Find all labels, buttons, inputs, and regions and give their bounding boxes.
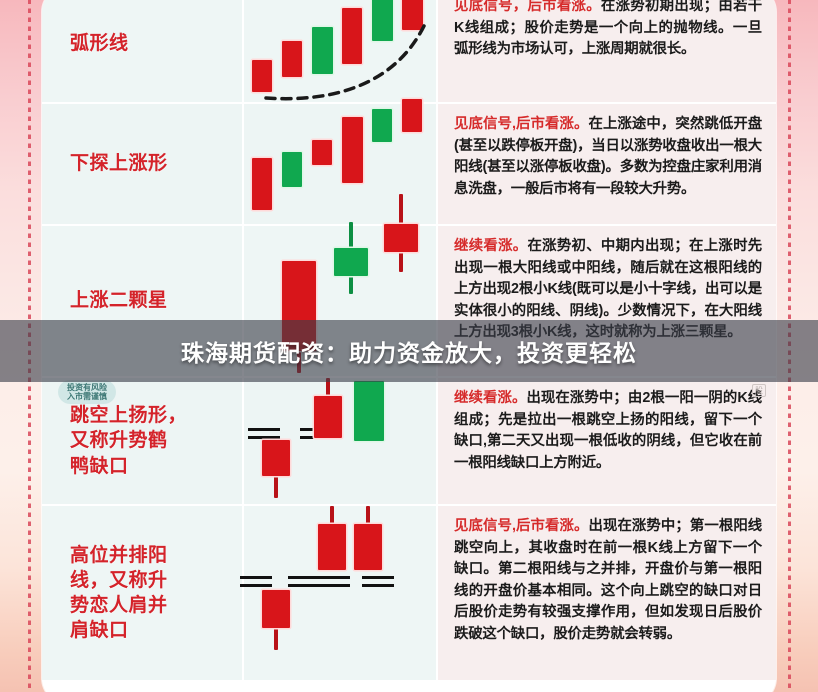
candle-bullish <box>402 0 423 30</box>
candle-bullish <box>314 396 342 438</box>
gap-marker-line <box>318 576 350 579</box>
pattern-label-cell: 下探上涨形 <box>42 104 242 224</box>
pattern-description-cell: 见底信号，后市看涨。在涨势初期出现；由若干K线组成；股价走势是一个向上的抛物线。… <box>438 0 776 102</box>
candle-bullish <box>402 99 422 132</box>
candlestick-chart-cell <box>242 378 438 504</box>
pattern-description-text: 见底信号，后市看涨。在涨势初期出现；由若干K线组成；股价走势是一个向上的抛物线。… <box>454 0 762 61</box>
candle-bullish <box>262 590 290 628</box>
description-body: 在涨势初期出现；由若干K线组成；股价走势是一个向上的抛物线。一旦弧形线为市场认可… <box>454 0 762 58</box>
candle-wick <box>349 276 353 294</box>
candlestick-chart-cell <box>240 506 438 680</box>
description-highlight: 继续看涨。 <box>454 390 527 406</box>
pattern-description-cell: 见底信号,后市看涨。在上涨途中，突然跳低开盘(甚至以跌停板开盘)，当日以涨势收盘… <box>438 104 776 224</box>
pattern-row: 跳空上扬形， 又称升势鹤 鸭缺口 投资有风险 入市需谨慎股继续看涨。出现在涨势中；… <box>42 378 776 506</box>
pattern-label-text: 上涨二颗星 <box>70 290 168 312</box>
description-body: 出现在涨势中；由2根一阳一阴的K线组成；先是拉出一根跳空上扬的阳线，留下一个缺口… <box>454 390 762 471</box>
description-highlight: 见底信号,后市看涨。 <box>454 116 589 132</box>
pattern-label-cell: 弧形线 <box>42 0 242 102</box>
gap-marker-line <box>318 584 350 587</box>
candle-wick <box>330 506 334 524</box>
candlestick-pattern-card: 弧形线 见底信号，后市看涨。在涨势初期出现；由若干K线组成；股价走势是一个向上的抛… <box>42 0 776 692</box>
pattern-description-cell: 见底信号,后市看涨。出现在涨势中；第一根阳线跳空向上，其收盘时在前一根K线上方留… <box>438 506 776 680</box>
description-body: 在涨势初、中期内出现；在上涨时先出现一根大阳线或中阳线，随后就在这根阳线的上方出… <box>454 238 762 340</box>
pattern-description-text: 见底信号,后市看涨。出现在涨势中；第一根阳线跳空向上，其收盘时在前一根K线上方留… <box>454 516 762 646</box>
candle-bullish <box>252 60 272 92</box>
candle-bearish <box>372 0 393 41</box>
candle-bullish <box>252 158 272 210</box>
candle-bullish <box>312 140 332 165</box>
pattern-label-text: 跳空上扬形， 又称升势鹤 鸭缺口 <box>70 405 188 477</box>
description-highlight: 继续看涨。 <box>454 238 528 254</box>
candlestick-chart <box>240 506 436 680</box>
gap-marker-line <box>362 584 394 587</box>
candle-bullish <box>282 41 302 77</box>
candle-wick <box>274 476 278 498</box>
pattern-row: 弧形线 见底信号，后市看涨。在涨势初期出现；由若干K线组成；股价走势是一个向上的抛… <box>42 0 776 104</box>
candle-bullish <box>354 524 382 570</box>
gap-marker-line <box>288 584 320 587</box>
candle-bearish <box>372 109 392 142</box>
candle-bearish <box>282 152 302 187</box>
candle-bearish <box>312 27 333 74</box>
pattern-label-text: 高位并排阳 线，又称升 势恋人肩并 肩缺口 <box>70 544 168 642</box>
pattern-label-text: 下探上涨形 <box>70 153 168 175</box>
gap-marker-line <box>288 576 320 579</box>
gap-marker-line <box>248 436 280 439</box>
candle-bullish <box>342 117 363 183</box>
pattern-label-text: 弧形线 <box>70 33 129 55</box>
gap-marker-line <box>240 576 272 579</box>
candle-bearish <box>334 248 368 276</box>
pattern-row: 高位并排阳 线，又称升 势恋人肩并 肩缺口 见底信号,后市看涨。出现在涨势中；第一… <box>42 506 776 682</box>
pattern-description-cell: 股继续看涨。出现在涨势中；由2根一阳一阴的K线组成；先是拉出一根跳空上扬的阳线，… <box>438 378 776 504</box>
description-body: 在上涨途中，突然跳低开盘(甚至以跌停板开盘)，当日以涨势收盘收出一根大阳线(甚至… <box>454 116 762 197</box>
candle-wick <box>274 628 278 650</box>
pattern-description-text: 见底信号,后市看涨。在上涨途中，突然跳低开盘(甚至以跌停板开盘)，当日以涨势收盘… <box>454 114 762 200</box>
candle-wick <box>366 506 370 524</box>
risk-disclaimer-pill: 投资有风险 入市需谨慎 <box>58 380 116 405</box>
candlestick-chart-cell <box>242 99 438 224</box>
description-highlight: 见底信号，后市看涨。 <box>454 0 601 14</box>
candlestick-chart-cell <box>242 0 438 102</box>
watermark-stamp: 股 <box>752 384 766 397</box>
pattern-description-text: 继续看涨。在涨势初、中期内出现；在上涨时先出现一根大阳线或中阳线，随后就在这根阳… <box>454 236 762 344</box>
candle-wick <box>399 194 403 224</box>
candle-bullish <box>262 440 290 476</box>
candlestick-chart <box>244 378 436 504</box>
promo-banner-overlay: 珠海期货配资：助力资金放大，投资更轻松 <box>0 320 818 382</box>
candlestick-chart <box>244 99 436 224</box>
pattern-label-cell: 跳空上扬形， 又称升势鹤 鸭缺口 投资有风险 入市需谨慎 <box>42 378 242 504</box>
pattern-label-cell: 上涨二颗星 <box>42 226 242 376</box>
gap-marker-line <box>362 576 394 579</box>
candle-wick <box>399 252 403 272</box>
pattern-row: 下探上涨形 见底信号,后市看涨。在上涨途中，突然跳低开盘(甚至以跌停板开盘)，当日… <box>42 99 776 226</box>
candle-bullish <box>384 224 418 252</box>
candle-wick <box>349 222 353 248</box>
description-body: 出现在涨势中；第一根阳线跳空向上，其收盘时在前一根K线上方留下一个缺口。第二根阳… <box>454 518 762 643</box>
candle-bearish <box>354 381 384 441</box>
description-highlight: 见底信号,后市看涨。 <box>454 518 589 534</box>
candlestick-chart <box>244 0 436 102</box>
pattern-label-cell: 高位并排阳 线，又称升 势恋人肩并 肩缺口 <box>42 506 242 680</box>
gap-marker-line <box>240 584 272 587</box>
candle-wick <box>326 378 330 396</box>
pattern-rows-grid: 弧形线 见底信号，后市看涨。在涨势初期出现；由若干K线组成；股价走势是一个向上的抛… <box>42 0 776 692</box>
promo-banner-text: 珠海期货配资：助力资金放大，投资更轻松 <box>181 340 637 366</box>
candle-bullish <box>342 8 362 64</box>
gap-marker-line <box>248 428 280 431</box>
pattern-description-text: 继续看涨。出现在涨势中；由2根一阳一阴的K线组成；先是拉出一根跳空上扬的阳线，留… <box>454 388 762 474</box>
candle-bullish <box>318 524 346 570</box>
